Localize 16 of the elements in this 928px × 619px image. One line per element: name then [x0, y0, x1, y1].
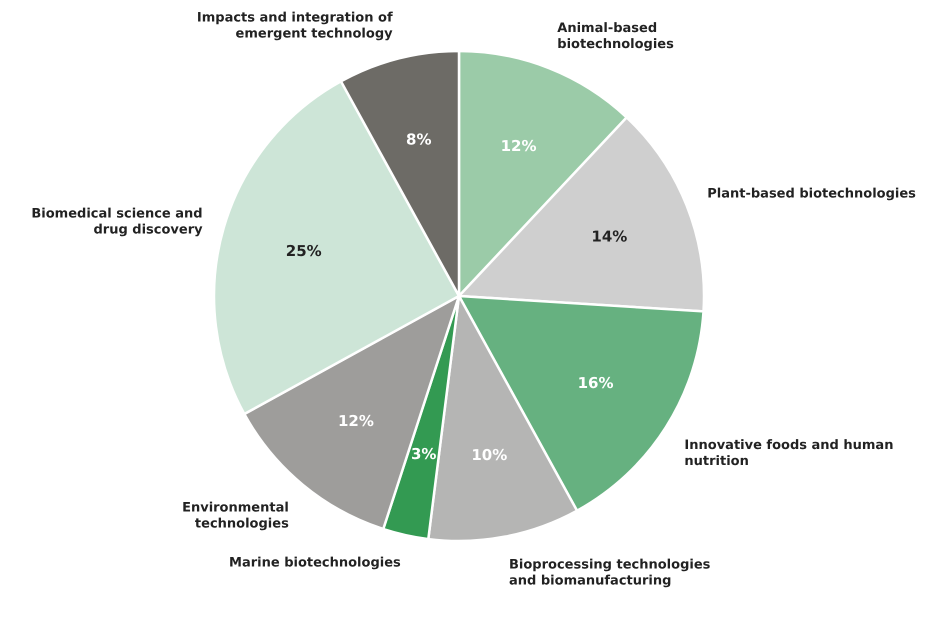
- slice-label: Animal-based biotechnologies: [557, 20, 674, 52]
- data-label: 3%: [410, 445, 436, 464]
- slice-label: Marine biotechnologies: [229, 556, 402, 571]
- data-label: 14%: [591, 228, 628, 246]
- slice-label: Bioprocessing technologies and biomanufacturing: [509, 557, 711, 588]
- slice-label: Biomedical science and drug discovery: [31, 206, 204, 238]
- slice-label: Impacts and integration of emergent technology: [196, 10, 394, 42]
- data-label: 16%: [578, 374, 614, 392]
- data-label: 8%: [406, 130, 432, 149]
- data-label: 25%: [286, 242, 322, 260]
- slice-label: Environmental technologies: [182, 500, 290, 532]
- data-label: 10%: [471, 446, 508, 464]
- data-label: 12%: [338, 412, 374, 430]
- slice-label: Innovative foods and human nutrition: [684, 438, 894, 470]
- data-label: 12%: [500, 136, 536, 155]
- slice-label: Plant-based biotechnologies: [707, 186, 916, 202]
